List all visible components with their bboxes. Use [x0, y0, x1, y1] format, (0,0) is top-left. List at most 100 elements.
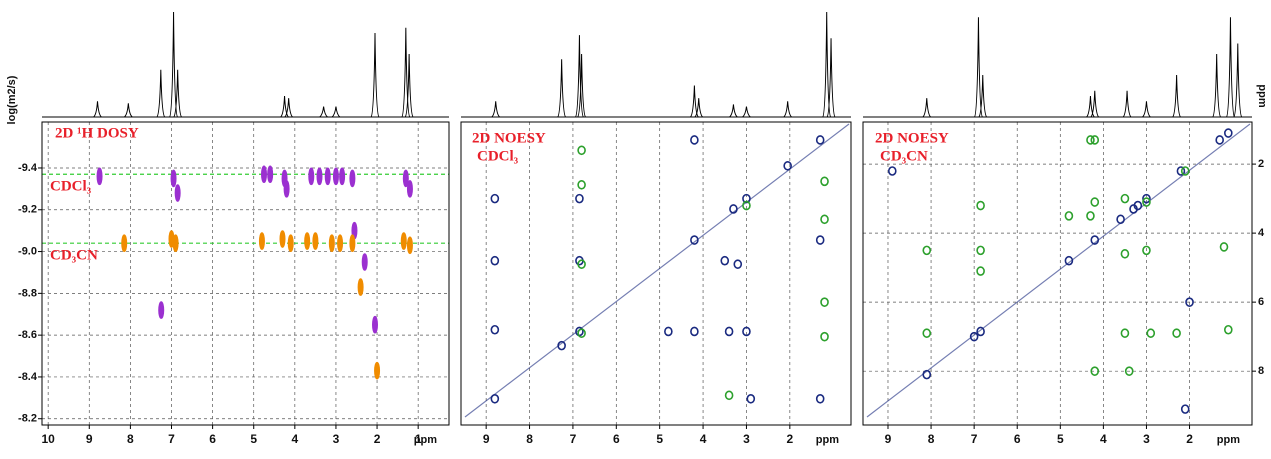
spectrum-peak — [319, 106, 328, 118]
spectrum-peak — [742, 106, 751, 118]
panel-subtitle: CDCl₃ — [477, 148, 519, 164]
x-tick-label: 2 — [374, 432, 381, 446]
peak — [976, 326, 985, 337]
spectrum-peak — [1233, 43, 1243, 118]
peak — [557, 340, 566, 351]
peak — [402, 169, 409, 188]
peak — [361, 253, 368, 271]
peak — [887, 166, 897, 176]
panel-title: 2D NOESY — [472, 130, 546, 146]
spectrum-peak — [1212, 53, 1222, 118]
peak — [922, 328, 932, 339]
spectrum-peak — [280, 95, 289, 118]
y-tick-label: -9.4 — [18, 162, 38, 174]
spectrum-peak — [978, 74, 988, 118]
x-tick-label: 5 — [250, 432, 257, 446]
panel-title: 2D ¹H DOSY — [55, 125, 139, 141]
spectrum-peak — [1226, 17, 1235, 118]
x-tick-label: 7 — [570, 432, 577, 446]
y-axis-label: ppm — [1256, 84, 1268, 107]
x-tick-label: 9 — [86, 432, 93, 446]
peak — [1120, 193, 1130, 204]
peak — [733, 259, 743, 269]
diagonal — [866, 123, 1251, 418]
peak — [121, 234, 128, 252]
y-tick-label: -9.2 — [18, 204, 37, 216]
peak — [724, 390, 734, 401]
x-tick-label: 10 — [41, 432, 55, 446]
peak — [1090, 366, 1100, 376]
level-label: CD₃CN — [50, 248, 98, 264]
peak — [820, 297, 829, 307]
peak — [1120, 249, 1130, 259]
peak — [158, 301, 165, 319]
x-tick-label: 3 — [743, 432, 750, 446]
peak — [1215, 135, 1224, 145]
peak — [1086, 211, 1095, 221]
peak — [349, 169, 356, 188]
peak — [1146, 328, 1156, 339]
spectrum-peak — [694, 98, 704, 118]
y-tick-label: 2 — [1258, 158, 1264, 170]
x-tick-label: 6 — [1014, 432, 1021, 446]
spectrum-peak — [1090, 90, 1100, 118]
x-tick-label: 8 — [526, 432, 533, 446]
peak — [1219, 242, 1229, 252]
peak — [287, 234, 294, 252]
peak — [815, 235, 825, 245]
peak — [724, 326, 734, 337]
peak — [174, 184, 181, 202]
peak — [490, 193, 500, 204]
peak — [283, 180, 290, 198]
peak — [820, 176, 829, 187]
x-tick-label: 9 — [483, 432, 490, 446]
peak — [922, 369, 932, 380]
peak — [1090, 197, 1100, 207]
x-tick-label: 6 — [209, 432, 216, 446]
peak — [1172, 328, 1181, 339]
peak — [820, 331, 829, 342]
x-tick-label: 4 — [291, 432, 298, 446]
peak — [172, 234, 179, 252]
peak — [815, 135, 825, 145]
peak — [1176, 166, 1186, 176]
peak — [316, 167, 323, 186]
spectrum-peak — [1142, 101, 1151, 118]
peak — [1224, 128, 1233, 138]
y-tick-label: 4 — [1258, 227, 1265, 239]
spectrum-peak — [93, 101, 102, 118]
peak — [308, 167, 315, 186]
peak — [332, 167, 339, 186]
x-axis-label: ppm — [816, 434, 839, 446]
peak — [577, 145, 586, 156]
peak — [575, 193, 584, 204]
x-tick-label: 9 — [885, 432, 892, 446]
peak — [1129, 204, 1138, 214]
peak — [312, 232, 319, 250]
level-label: CDCl₃ — [50, 179, 92, 195]
peak — [922, 245, 932, 256]
spectrum-peak — [729, 104, 738, 118]
peak — [577, 328, 586, 339]
x-tick-label: 8 — [127, 432, 134, 446]
plot-frame — [862, 121, 1253, 426]
spectrum-peak — [401, 27, 411, 118]
peak — [820, 214, 829, 225]
y-axis-label: log(m2/s) — [6, 75, 18, 124]
peak — [258, 232, 265, 250]
peak — [406, 180, 413, 198]
plot-frame — [41, 121, 450, 426]
peak — [976, 245, 985, 256]
spectrum-peak — [1172, 74, 1182, 118]
peak — [976, 266, 985, 276]
peak — [1090, 135, 1100, 145]
peak — [1142, 197, 1151, 207]
spectrum-peak — [173, 69, 183, 118]
x-tick-label: 5 — [1057, 432, 1064, 446]
peak — [339, 167, 346, 186]
y-tick-label: -9.0 — [18, 245, 37, 257]
y-tick-label: 6 — [1258, 296, 1264, 308]
peak — [1116, 214, 1125, 225]
x-tick-label: 3 — [333, 432, 340, 446]
